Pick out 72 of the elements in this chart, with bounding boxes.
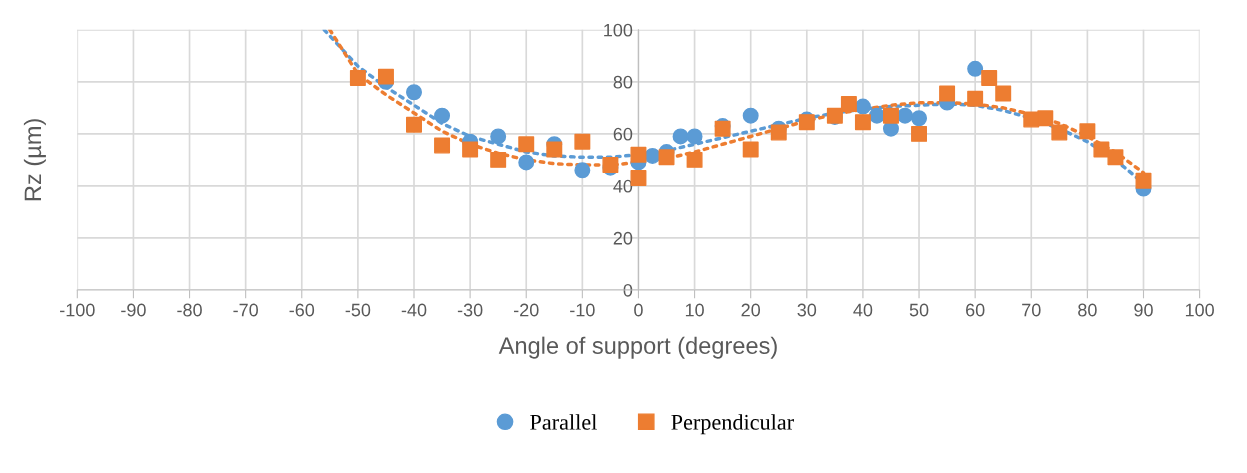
x-tick-label: 10: [685, 303, 704, 317]
x-tick-label: 50: [909, 303, 929, 317]
point: [462, 141, 479, 158]
y-axis-title: Rz (µm): [23, 119, 46, 201]
point: [1079, 123, 1096, 140]
x-tick-label: -70: [233, 303, 258, 317]
point: [1093, 141, 1110, 158]
point: [518, 154, 535, 171]
x-tick-label: 30: [797, 303, 817, 317]
x-tick-label: 100: [1185, 303, 1214, 317]
y-tick-label: 0: [623, 283, 633, 297]
y-tick-label: 80: [613, 75, 633, 89]
y-tick-label: 20: [613, 231, 633, 245]
point: [981, 69, 998, 86]
x-tick-label: 40: [853, 303, 873, 317]
point: [854, 98, 871, 115]
point: [995, 85, 1012, 102]
x-tick-label: 90: [1134, 303, 1153, 317]
point: [967, 90, 984, 107]
point: [1023, 111, 1040, 128]
y-tick-label: 100: [604, 23, 633, 37]
point: [939, 85, 956, 102]
point: [854, 114, 871, 131]
x-tick-label: -10: [570, 303, 595, 317]
point: [434, 137, 451, 154]
point: [686, 128, 703, 145]
x-tick-label: -50: [345, 303, 371, 317]
point: [644, 147, 661, 164]
point: [630, 146, 647, 163]
point: [490, 151, 507, 168]
legend-label: Perpendicular: [671, 414, 794, 435]
point: [911, 125, 928, 142]
point: [883, 107, 899, 124]
point: [686, 151, 703, 168]
point: [840, 95, 857, 112]
legend-label: Parallel: [530, 414, 597, 430]
point: [1051, 124, 1068, 141]
point: [406, 116, 422, 133]
x-axis-title: Angle of support (degrees): [498, 336, 777, 359]
point: [574, 133, 591, 150]
point: [911, 110, 928, 127]
x-tick-label: 60: [966, 303, 985, 317]
point: [672, 128, 689, 145]
point: [742, 107, 759, 124]
x-tick-label: 80: [1078, 303, 1097, 317]
point: [1037, 110, 1054, 127]
y-tick-label: 40: [613, 179, 633, 193]
x-tick-label: -40: [401, 303, 427, 317]
x-tick-label: -60: [289, 303, 315, 317]
point: [349, 69, 366, 86]
point: [377, 68, 394, 85]
point: [742, 141, 759, 158]
point: [770, 124, 787, 141]
x-tick-label: 70: [1022, 303, 1041, 317]
x-tick-label: -90: [121, 303, 146, 317]
y-tick-label: 60: [613, 127, 633, 141]
point: [406, 84, 422, 101]
point: [1107, 149, 1124, 166]
x-tick-label: 20: [741, 303, 761, 317]
point: [490, 128, 507, 145]
point: [434, 107, 451, 124]
x-tick-label: -20: [513, 303, 539, 317]
x-tick-label: -100: [60, 303, 95, 317]
point: [967, 60, 984, 77]
point: [1135, 172, 1152, 189]
point: [518, 136, 535, 153]
x-tick-label: -30: [457, 303, 483, 317]
x-tick-label: -80: [177, 303, 202, 317]
point: [546, 141, 563, 158]
point: [658, 149, 675, 166]
point: [574, 162, 591, 179]
x-tick-label: 0: [634, 303, 643, 317]
